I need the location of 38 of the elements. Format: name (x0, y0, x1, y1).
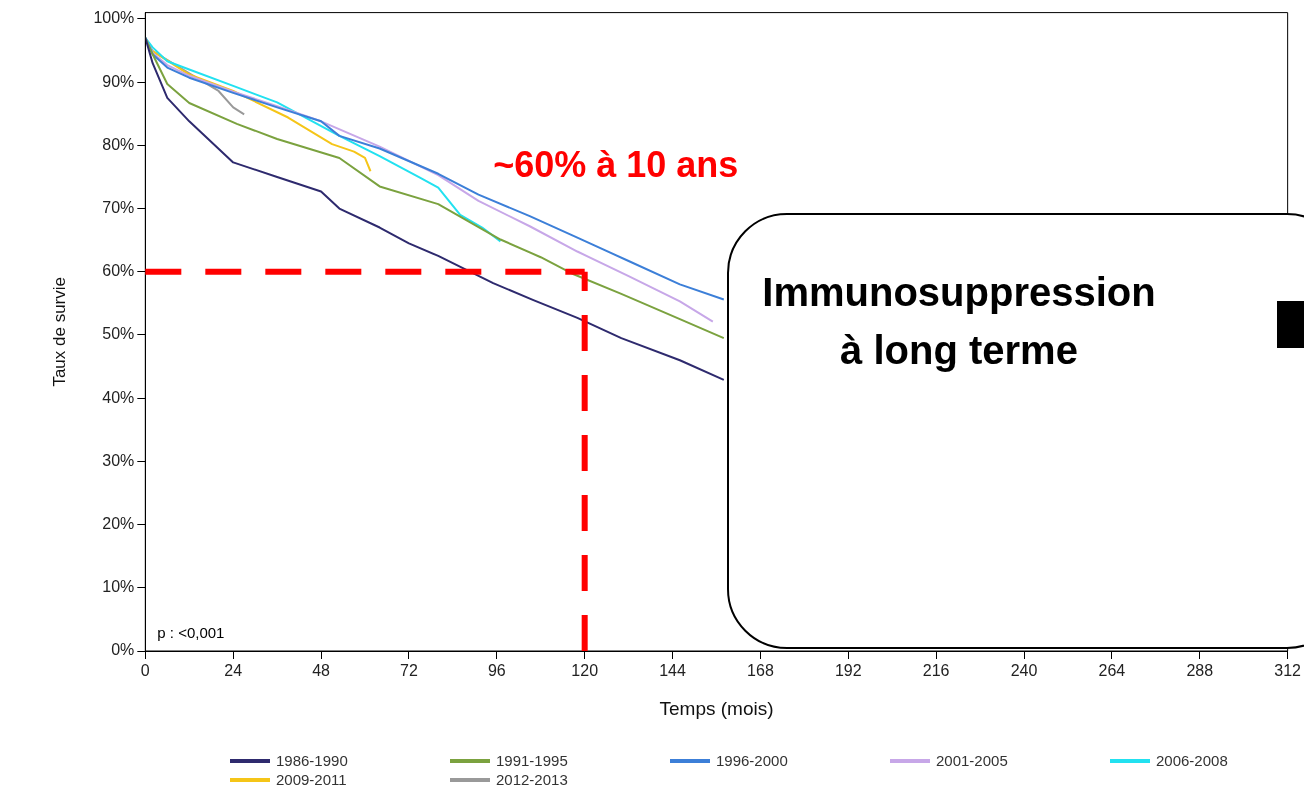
legend-label: 1996-2000 (716, 752, 788, 769)
x-tick-label: 96 (487, 662, 506, 680)
y-axis-title: Taux de survie (49, 276, 69, 387)
annotation: ~60% à 10 ans (493, 144, 739, 186)
y-tick-label: 70% (102, 198, 135, 216)
y-tick-label: 20% (102, 514, 135, 532)
y-tick-label: 40% (102, 388, 135, 406)
y-tick-label: 10% (102, 578, 135, 596)
x-axis-title: Temps (mois) (659, 697, 774, 719)
x-tick-label: 24 (224, 662, 243, 680)
annotation: Immunosuppression à long terme (761, 269, 1157, 374)
y-tick-label: 60% (102, 262, 135, 280)
y-tick-label: 90% (102, 72, 135, 90)
x-tick-label: 240 (1010, 662, 1038, 680)
legend-label: 1991-1995 (496, 752, 568, 769)
legend-label: 1986-1990 (276, 752, 348, 769)
x-tick-label: 288 (1186, 662, 1214, 680)
x-tick-label: 144 (659, 662, 686, 680)
annotation: p : <0,001 (157, 624, 225, 642)
x-tick-label: 48 (312, 662, 331, 680)
y-tick-label: 100% (93, 9, 135, 27)
y-tick-label: 80% (102, 135, 135, 153)
x-tick-label: 312 (1274, 662, 1302, 680)
rounded-panel: Immunosuppression à long terme (727, 213, 1304, 649)
x-tick-label: 216 (922, 662, 950, 680)
x-tick-label: 264 (1098, 662, 1126, 680)
x-tick-label: 72 (400, 662, 418, 680)
legend-label: 2001-2005 (936, 752, 1008, 769)
y-tick-label: 30% (102, 451, 135, 469)
x-tick-label: 168 (747, 662, 774, 680)
x-tick-label: 192 (834, 662, 862, 680)
legend-label: 2006-2008 (1156, 752, 1228, 769)
y-tick-label: 50% (102, 325, 135, 343)
legend-label: 2012-2013 (496, 771, 568, 788)
x-tick-label: 120 (571, 662, 599, 680)
legend-label: 2009-2011 (276, 771, 347, 788)
x-tick-label: 0 (140, 662, 150, 680)
y-tick-label: 0% (111, 641, 135, 659)
